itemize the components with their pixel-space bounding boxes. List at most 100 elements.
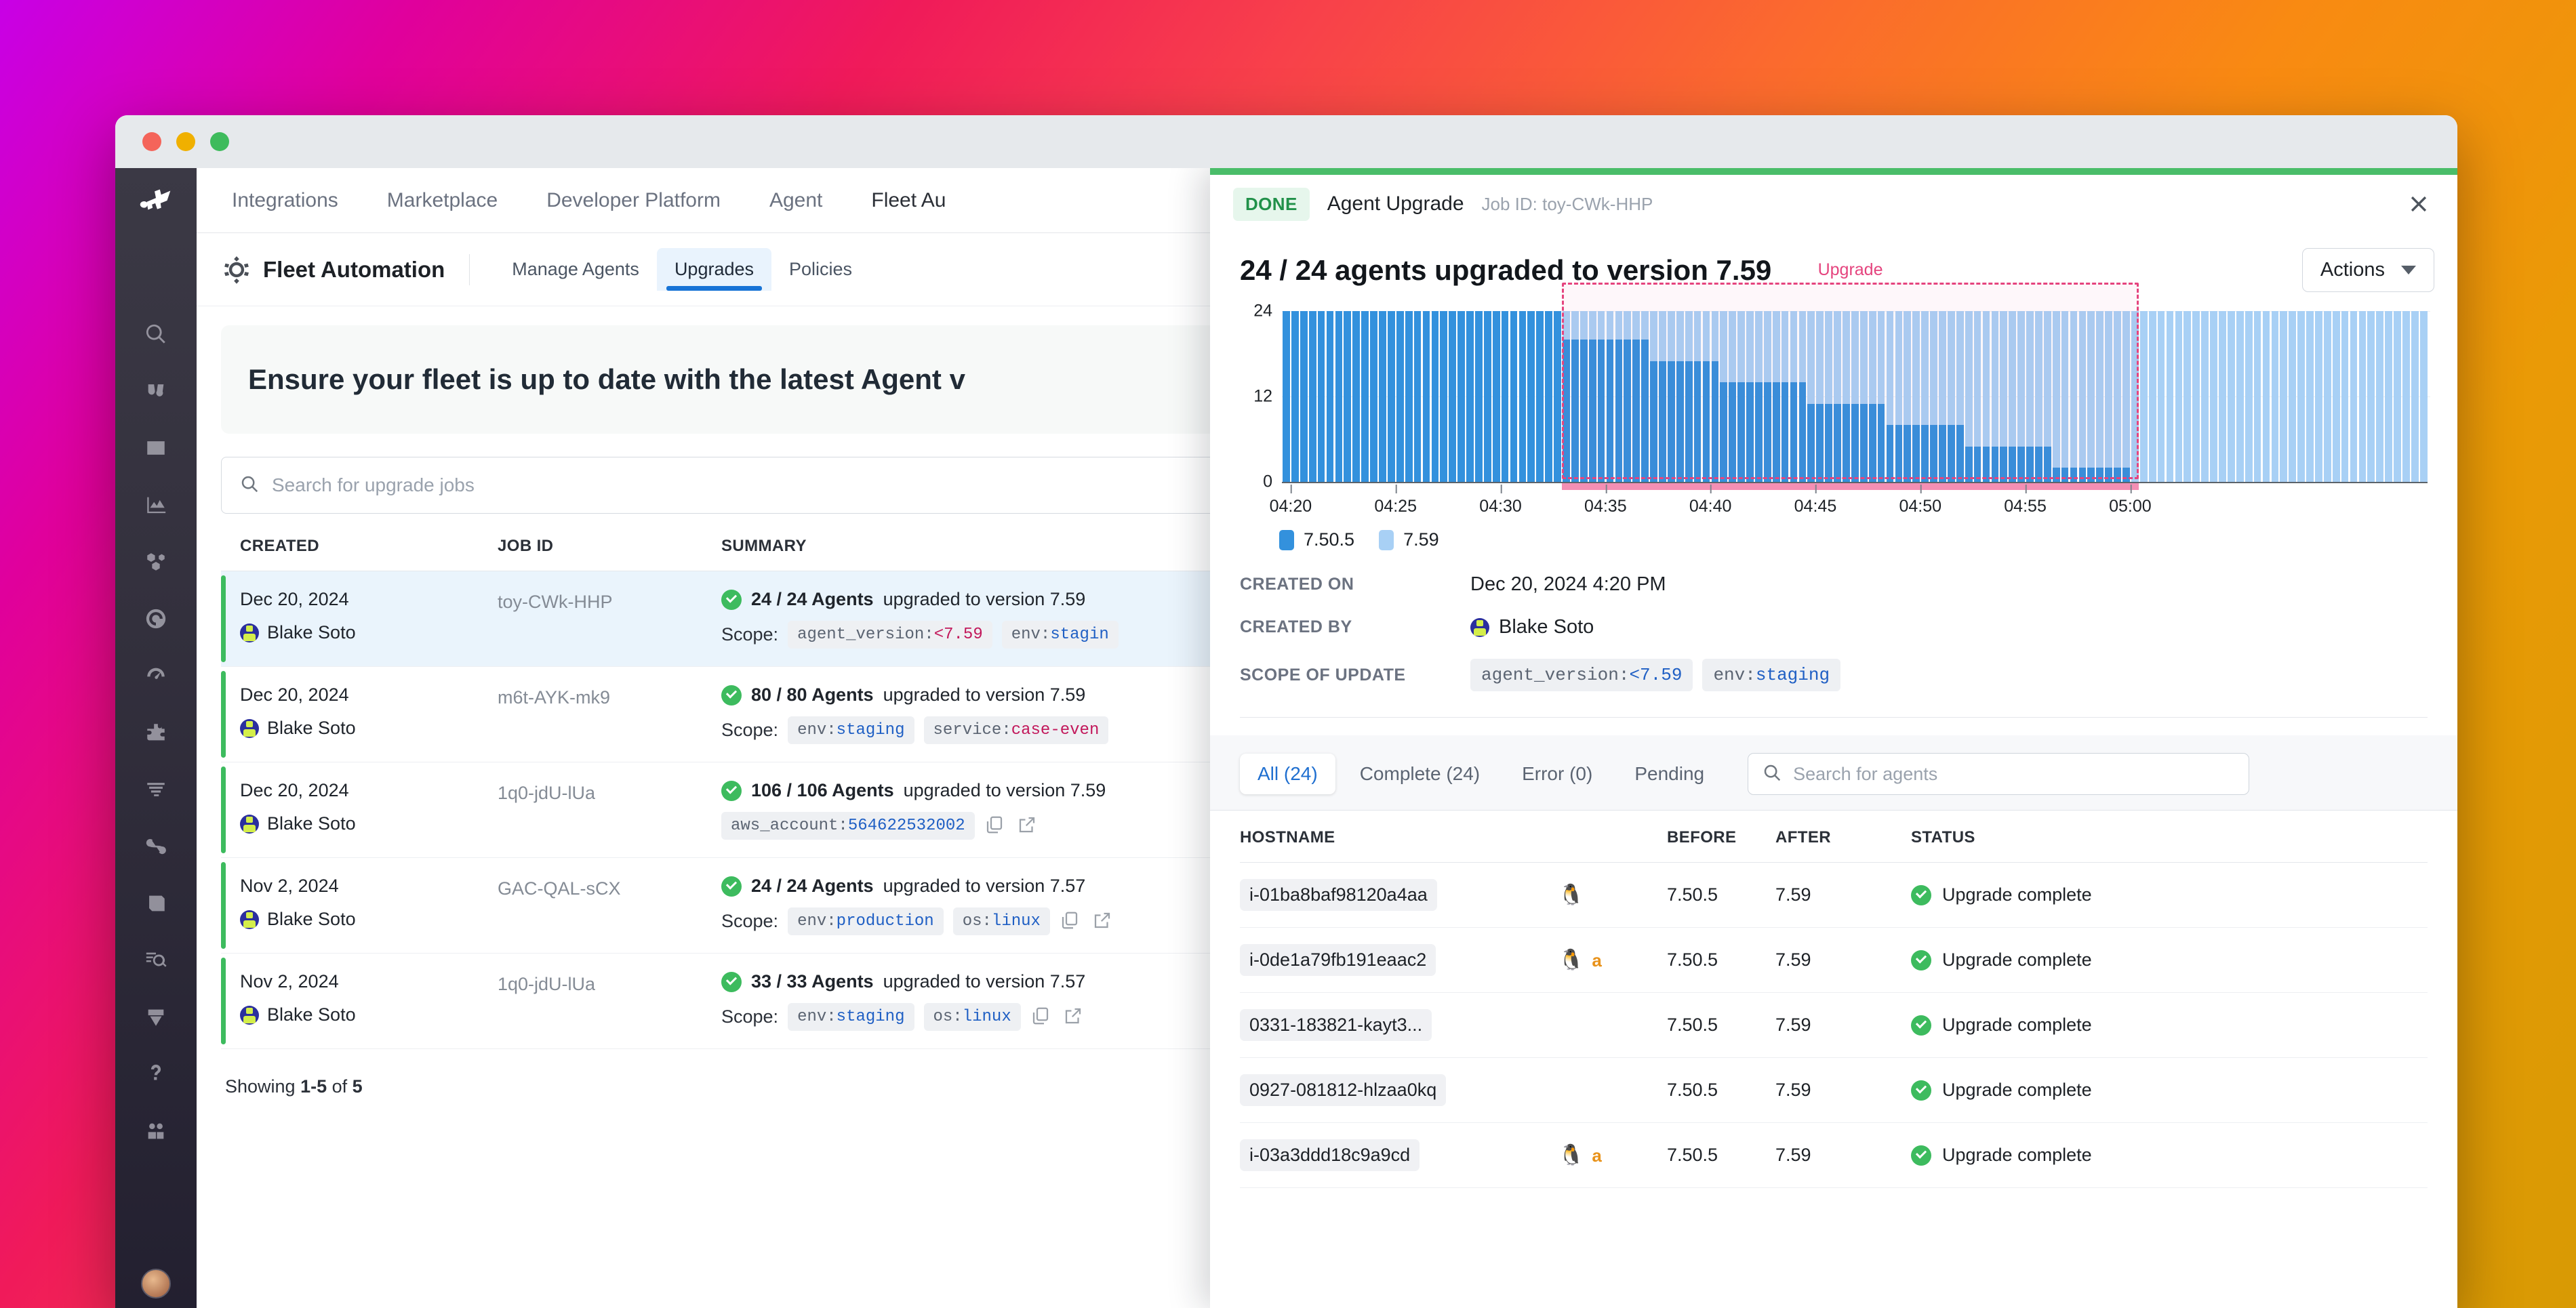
chart-bar[interactable] [1624, 311, 1632, 482]
scope-tag[interactable]: env:staging [1702, 659, 1841, 691]
scope-tag[interactable]: agent_version:<7.59 [788, 621, 992, 649]
table-row[interactable]: i-0de1a79fb191eaac2 🐧 a 7.50.5 7.59 Upgra… [1240, 928, 2428, 993]
chart-bar[interactable] [2394, 311, 2401, 482]
chart-bar[interactable] [2078, 311, 2087, 482]
chart-bar[interactable] [1370, 311, 1377, 482]
chart-bar[interactable] [1466, 311, 1474, 482]
chart-bar[interactable] [2297, 311, 2305, 482]
chart-bar[interactable] [1790, 311, 1798, 482]
chart-bar[interactable] [1510, 311, 1518, 482]
chart-bar[interactable] [1886, 311, 1894, 482]
chart-bar[interactable] [1746, 311, 1754, 482]
chart-bar[interactable] [2009, 311, 2017, 482]
chart-bar[interactable] [1834, 311, 1841, 482]
hostname-chip[interactable]: i-01ba8baf98120a4aa [1240, 879, 1437, 911]
copy-icon[interactable] [1060, 910, 1083, 933]
sidebar-item-trace-search[interactable] [138, 942, 174, 979]
chart-bar[interactable] [2271, 311, 2279, 482]
scope-tag[interactable]: os:linux [923, 1003, 1021, 1031]
chart-bar[interactable] [2148, 311, 2156, 482]
sidebar-item-performance[interactable] [138, 657, 174, 694]
nav-item-fleet-automation[interactable]: Fleet Au [871, 188, 946, 211]
chart-bar[interactable] [1711, 311, 1719, 482]
chart-bar[interactable] [2026, 311, 2034, 482]
chart-bar[interactable] [1632, 311, 1641, 482]
actions-button[interactable]: Actions [2301, 248, 2434, 292]
chart-bar[interactable] [1588, 311, 1596, 482]
chart-bar[interactable] [2227, 311, 2235, 482]
chart-bar[interactable] [1693, 311, 1702, 482]
chart-bar[interactable] [2166, 311, 2174, 482]
chart-bar[interactable] [2157, 311, 2165, 482]
chart-bar[interactable] [1475, 311, 1483, 482]
scope-tag[interactable]: env:stagin [1001, 621, 1119, 649]
legend-item[interactable]: 7.59 [1379, 529, 1439, 550]
sidebar-item-logs[interactable] [138, 771, 174, 808]
agent-tab-1[interactable]: Complete (24) [1359, 763, 1481, 784]
chart-bar[interactable] [2245, 311, 2253, 482]
chart-bar[interactable] [2253, 311, 2261, 482]
sidebar-item-help[interactable] [138, 1056, 174, 1092]
chart-bar[interactable] [2105, 311, 2112, 482]
chart-bar[interactable] [2114, 311, 2121, 482]
nav-item-agent[interactable]: Agent [769, 188, 823, 211]
chart-bar[interactable] [1344, 311, 1352, 482]
chart-bar[interactable] [1859, 311, 1868, 482]
external-link-icon[interactable] [1063, 1006, 1086, 1029]
chart-bar[interactable] [1982, 311, 1990, 482]
chart-bar[interactable] [1659, 311, 1666, 482]
chart-bar[interactable] [2061, 311, 2069, 482]
chart-bar[interactable] [1763, 311, 1771, 482]
chart-bar[interactable] [2385, 311, 2392, 482]
chart-bar[interactable] [1781, 311, 1789, 482]
chart-bar[interactable] [1300, 311, 1308, 482]
chart-bar[interactable] [2096, 311, 2104, 482]
chart-bar[interactable] [1457, 311, 1465, 482]
scope-tag[interactable]: env:staging [788, 716, 914, 744]
sidebar-item-database[interactable] [138, 999, 174, 1036]
scope-tag[interactable]: env:staging [788, 1003, 914, 1031]
chart-bar[interactable] [1930, 311, 1937, 482]
table-row[interactable]: 0331-183821-kayt3... 7.50.5 7.59 Upgrade… [1240, 993, 2428, 1058]
chart-bar[interactable] [1973, 311, 1981, 482]
chart-bar[interactable] [1387, 311, 1395, 482]
chart-bar[interactable] [1676, 311, 1684, 482]
chart-bar[interactable] [2087, 311, 2095, 482]
chart-bar[interactable] [1518, 311, 1527, 482]
chart-bar[interactable] [1563, 311, 1570, 482]
table-row[interactable]: Dec 20, 2024 Blake Soto 1q0-jdU-lUa 106 … [221, 762, 2433, 858]
table-row[interactable]: 0927-081812-hlzaa0kq 7.50.5 7.59 Upgrade… [1240, 1058, 2428, 1123]
chart-bar[interactable] [1413, 311, 1422, 482]
nav-item-marketplace[interactable]: Marketplace [386, 188, 498, 211]
copy-icon[interactable] [1030, 1006, 1053, 1029]
chart-bar[interactable] [2175, 311, 2183, 482]
hostname-chip[interactable]: 0331-183821-kayt3... [1240, 1009, 1432, 1041]
sidebar-item-notebooks[interactable] [138, 885, 174, 922]
table-row[interactable]: Nov 2, 2024 Blake Soto 1q0-jdU-lUa 33 / … [221, 954, 2433, 1049]
chart-bar[interactable] [2183, 311, 2192, 482]
tab-manage-agents[interactable]: Manage Agents [512, 259, 639, 279]
tab-policies[interactable]: Policies [789, 259, 853, 279]
chart-bar[interactable] [1527, 311, 1535, 482]
chart-bar[interactable] [1405, 311, 1413, 482]
chart-bar[interactable] [1554, 311, 1561, 482]
copy-icon[interactable] [984, 815, 1007, 838]
chart-bar[interactable] [1965, 311, 1973, 482]
chart-bar[interactable] [1921, 311, 1929, 482]
table-row[interactable]: i-03a3ddd18c9a9cd 🐧 a 7.50.5 7.59 Upgrade… [1240, 1123, 2428, 1188]
window-minimize-button[interactable] [176, 132, 195, 151]
chart-bar[interactable] [1947, 311, 1955, 482]
chart-bar[interactable] [1641, 311, 1649, 482]
chart-bar[interactable] [1545, 311, 1552, 482]
chart-bar[interactable] [1729, 311, 1737, 482]
chart-bar[interactable] [2236, 311, 2244, 482]
chart-bar[interactable] [2139, 311, 2148, 482]
chart-bar[interactable] [1283, 311, 1290, 482]
chart-bar[interactable] [1939, 311, 1946, 482]
sidebar-item-watchdog[interactable] [138, 373, 174, 409]
chart-bar[interactable] [2323, 311, 2331, 482]
chart-bar[interactable] [1492, 311, 1500, 482]
chart-bar[interactable] [1615, 311, 1623, 482]
chart-bar[interactable] [1807, 311, 1815, 482]
hostname-chip[interactable]: i-03a3ddd18c9a9cd [1240, 1139, 1420, 1171]
